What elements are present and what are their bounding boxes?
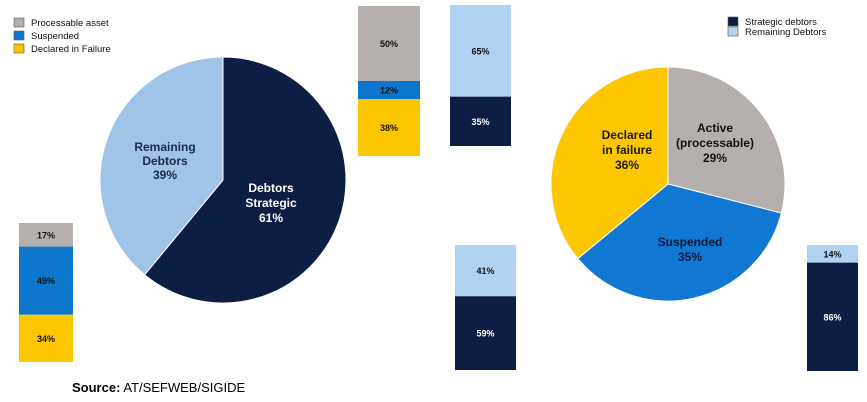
stack-right-segment-0-label: 14%: [823, 249, 841, 259]
pie-right-slice-1: [577, 183, 782, 302]
stack-left-bottom-segment-1-label: 49%: [37, 276, 55, 286]
pie-right-slice-2-label: 36%: [615, 158, 639, 172]
legend-left-label-0: Processable asset: [31, 18, 109, 29]
stack-center-1-segment-1: [358, 81, 420, 99]
stack-left-bottom-segment-2-label: 34%: [37, 334, 55, 344]
stack-center-2-segment-1-label: 35%: [471, 117, 489, 127]
legend-right-label-1: Remaining Debtors: [745, 27, 827, 38]
stack-center-bottom-segment-1-label: 59%: [476, 329, 494, 339]
pie-right-slice-0-label: (processable): [676, 136, 754, 150]
stack-left-bottom-segment-0-label: 17%: [37, 230, 55, 240]
legend-left-swatch-1: [13, 30, 25, 41]
stack-left-bottom-segment-1: [19, 246, 73, 315]
pie-right-slice-1-label: Suspended: [658, 235, 723, 249]
stack-center-bottom-segment-0-label: 41%: [476, 266, 494, 276]
pie-left-slice-1: [99, 56, 224, 276]
pie-right-slice-0: [667, 66, 786, 214]
pie-right-slice-0-label: 29%: [703, 151, 727, 165]
stack-center-2-segment-0-label: 65%: [471, 46, 489, 56]
pie-right-slice-2-label: in failure: [602, 143, 652, 157]
pie-right-slice-0-label: Active: [697, 121, 733, 135]
stack-center-1-segment-2: [358, 99, 420, 156]
stack-center-bottom-segment-1: [455, 296, 516, 370]
pie-left-slice-1-label: Debtors: [142, 154, 188, 168]
legend-right-swatch-0: [727, 16, 739, 27]
legend-left-label-1: Suspended: [31, 31, 79, 42]
stack-center-bottom-segment-0: [455, 245, 516, 297]
pie-left-slice-0: [143, 56, 347, 304]
legend-left-label-2: Declared in Failure: [31, 44, 111, 55]
legend-left-swatch-2: [13, 43, 25, 54]
stack-right-segment-1-label: 86%: [823, 312, 841, 322]
pie-right-slice-1-label: 35%: [678, 250, 702, 264]
stack-center-1-segment-2-label: 38%: [380, 123, 398, 133]
source-note: Source: AT/SEFWEB/SIGIDE: [72, 380, 245, 395]
legend-right-label-0: Strategic debtors: [745, 17, 817, 28]
stack-center-2-segment-1: [450, 96, 511, 146]
legend-left-swatch-0: [13, 17, 25, 28]
stack-center-1-segment-0-label: 50%: [380, 39, 398, 49]
legend-right-swatch-1: [727, 26, 739, 37]
pie-left-slice-1-label: 39%: [153, 168, 177, 182]
stack-center-1-segment-1-label: 12%: [380, 86, 398, 96]
stack-right-segment-1: [807, 262, 858, 371]
source-label: Source:: [72, 380, 121, 395]
stack-center-2-segment-0: [450, 5, 511, 97]
source-text: AT/SEFWEB/SIGIDE: [123, 380, 246, 395]
stack-left-bottom-segment-0: [19, 223, 73, 247]
stack-center-1-segment-0: [358, 6, 420, 81]
pie-right-slice-2: [550, 66, 669, 260]
pie-left-slice-0-label: 61%: [259, 211, 283, 225]
pie-left-slice-0-label: Strategic: [245, 196, 297, 210]
pie-left-slice-0-label: Debtors: [248, 181, 294, 195]
stack-right-segment-0: [807, 245, 858, 263]
stack-left-bottom-segment-2: [19, 314, 73, 362]
pie-right-slice-2-label: Declared: [602, 128, 653, 142]
pie-left-slice-1-label: Remaining: [134, 140, 195, 154]
